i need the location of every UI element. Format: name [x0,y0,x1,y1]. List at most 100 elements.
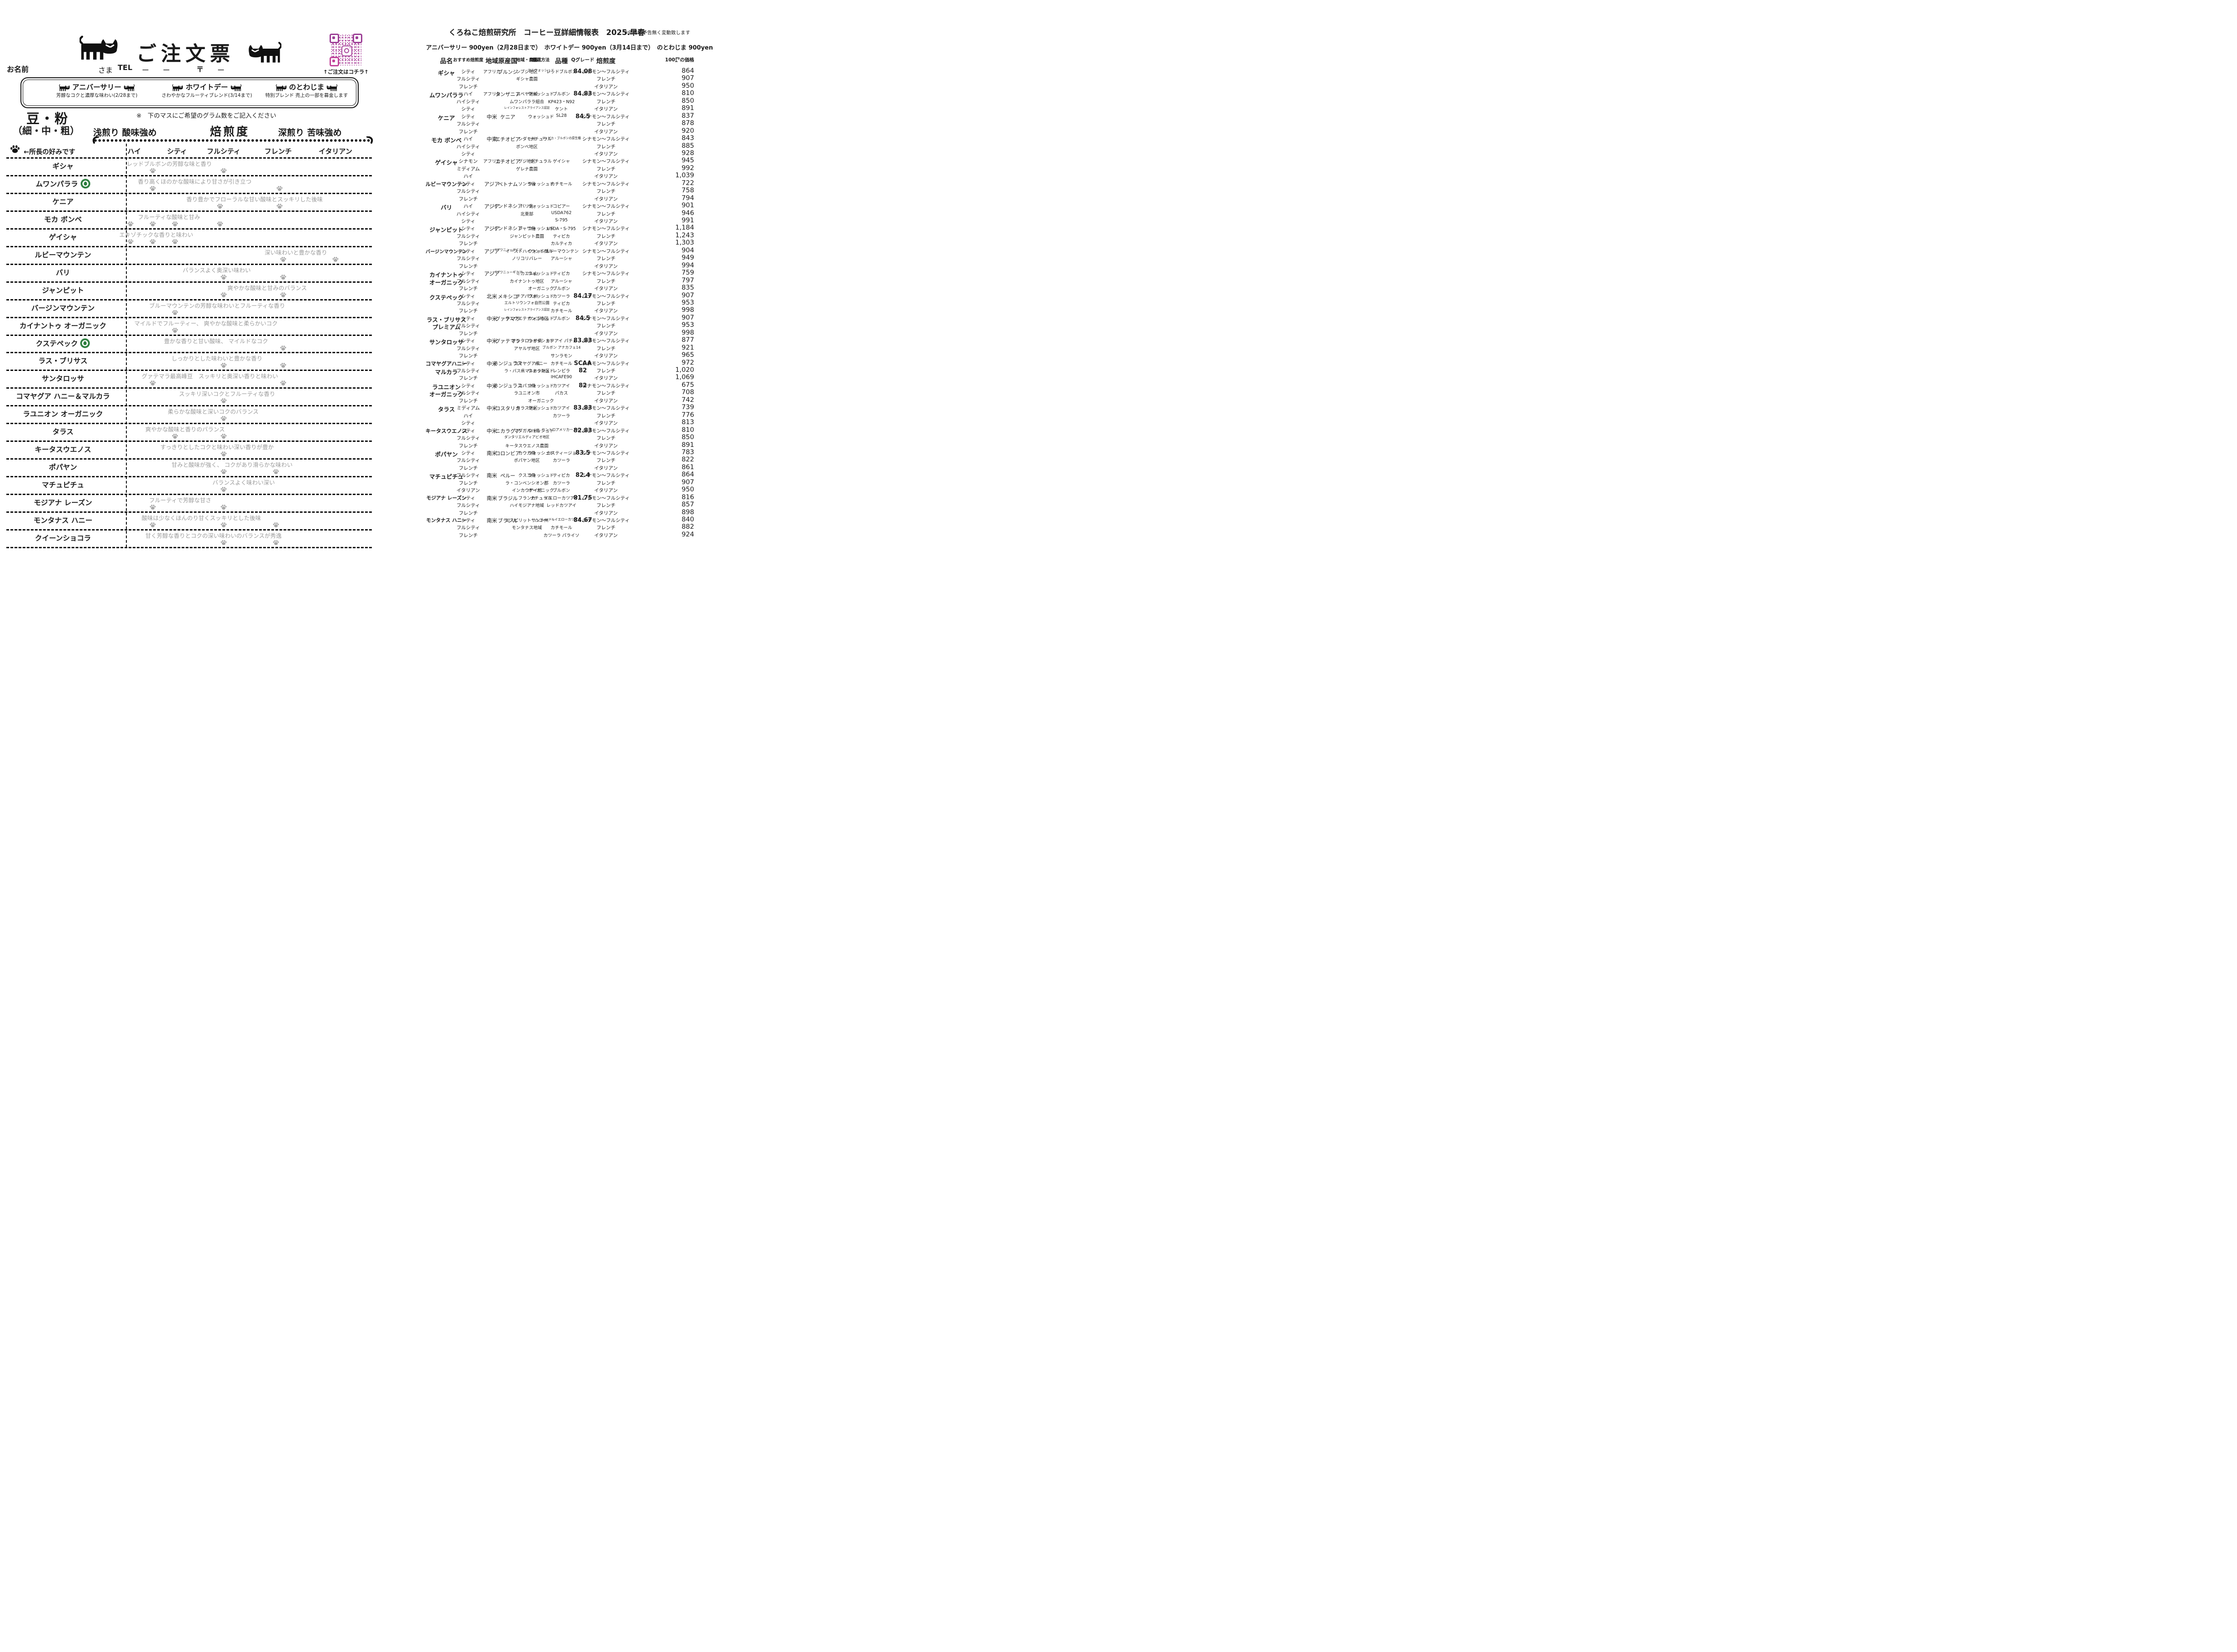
bean-name: マチュピチュ [0,480,126,490]
cell-price: 882 [681,523,694,531]
cell-price: 885 [681,142,694,150]
cell-price: 928 [681,149,694,157]
bean-name: ギシャ [0,161,126,171]
cell-process: フルウォッシュド [527,68,555,72]
seasonal-blend-box-inner [23,80,356,106]
cell-process: ウォッシュド [528,406,554,411]
cell-deg: フレンチ [596,503,616,509]
taste-description: 甘みと酸味が強く、 コクがあり滑らかな味わい [171,461,293,469]
cell-deg: イタリアン [594,510,618,516]
taste-description: 爽やかな酸味と甘みのバランス [227,284,307,291]
cell-region: クスコ県 [518,473,535,479]
cell-roast: フレンチ [459,398,478,404]
cell-price: 998 [681,306,694,314]
cell-roast: フレンチ [459,532,478,538]
cell-price: 1,069 [675,374,694,381]
cell-deg: シナモン〜フルシティ [582,226,630,232]
cell-deg: シナモン〜フルシティ [582,159,630,165]
cell-area: 南米 [486,517,497,524]
paw-icon [332,255,339,262]
cell-roast: フルシティ [456,300,480,306]
cell-region: ウエウエテナンゴ地区 [505,316,549,321]
paw-icon [127,238,134,244]
paw-icon [150,185,156,191]
taste-description: 甘く芳醇な香りとコクの深い味わいのバランスが秀逸 [145,532,282,539]
cell-process: オーガニック [528,286,554,292]
cell-country: ホンジュラス [493,382,522,389]
cell-country: タンザニア [495,91,520,98]
cell-region: ハイモジアナ地域 [510,503,544,509]
bean-name-line2: プレミアム [432,324,460,331]
cell-variety: カツアイ パチェ [545,339,577,344]
row-separator [6,441,372,442]
cell-region: ノリコリバレー [511,256,542,262]
row-separator [6,299,372,300]
bean-name-label: ポパヤン [49,463,77,472]
paw-icon [220,432,227,439]
bean-name-label: コマヤグア ハニー＆マルカラ [16,392,110,401]
cell-price: 965 [681,351,694,359]
cell-deg: イタリアン [594,263,618,269]
cell-variety: カツーラ パライソ [543,533,580,538]
cell-process: ウォッシュド [528,204,554,210]
bean-name: ポパヤン [435,451,458,458]
cell-roast: フレンチ [459,375,478,381]
cell-process: ウォッシュド [528,271,554,277]
paw-icon [127,220,134,226]
cell-area: アフリカ [483,159,501,165]
bean-name: ギシャ [438,70,455,76]
roast-scale-title: 焙煎度 [210,125,250,138]
cell-variety: カツーラ [552,481,571,486]
cell-region: カイナントゥ地区 [510,279,544,284]
cell-area: 南米 [486,472,497,479]
cell-process: ナチュラル [530,159,552,165]
info-title-note: ※価格は予告無く変動致します [624,30,691,35]
cell-deg: シナモン〜フルシティ [582,338,630,344]
bean-name: キータスウエノス [0,444,126,454]
cell-variety: レッド&イエローカツアイ [541,517,581,521]
cell-price: 810 [681,90,694,97]
cell-variety: カスティージョ [546,451,576,456]
cell-roast: ハイシティ [456,99,480,105]
cell-price: 840 [681,516,694,523]
bean-name-label: バリ [55,268,70,277]
promo-desc: 特別ブレンド 売上の一部を募金します [265,93,348,98]
bean-name-label: ジャンピット [42,286,84,295]
cell-variety: ゲイシャ [553,159,570,165]
cat-icon [172,84,183,91]
cell-price: 972 [681,359,694,366]
cell-q: 82.4 [575,472,591,479]
cell-region: バリ島 [520,204,534,210]
taste-description: エキゾチックな香りと味わい [119,231,193,238]
bean-name: キータスウエノス [425,427,467,434]
cat-icon [124,84,135,91]
cell-variety: ブルボン [552,286,571,292]
cell-roast: フレンチ [459,353,478,359]
cell-price: 921 [681,344,694,351]
cell-deg: フレンチ [596,436,616,441]
row-separator [6,476,372,478]
cat-icon [230,84,241,91]
taste-description: 爽やかな酸味と香りのバランス [145,426,225,433]
cell-process: オーガニック [528,398,554,404]
cell-area: 中米 [486,338,497,345]
cell-region: ポパヤン地区 [514,458,540,464]
cell-area: アフリカ [483,92,501,97]
cell-price: 739 [681,404,694,411]
paw-icon [280,273,286,280]
cell-price: 857 [681,501,694,509]
cell-region: ラ・パス県マルカラ地区 [504,369,550,374]
qr-finder [330,34,339,43]
cell-region: ムワンパララ組合 [509,99,545,105]
cell-region: アヤルザ地区 [514,346,540,351]
cell-region: エスピリットサント州 [505,518,549,523]
cell-variety: パカス [555,391,568,396]
paw-icon [150,167,156,173]
cell-roast: フルシティ [456,390,480,396]
bean-name: バージンマウンテン [425,249,467,255]
cell-process: ナチュラル [530,496,552,501]
bean-name: クステペック [429,294,464,301]
cell-region: モンタナス地域 [511,526,542,531]
cell-area: アジア [484,248,500,255]
cell-variety: ブルボン [552,92,571,97]
